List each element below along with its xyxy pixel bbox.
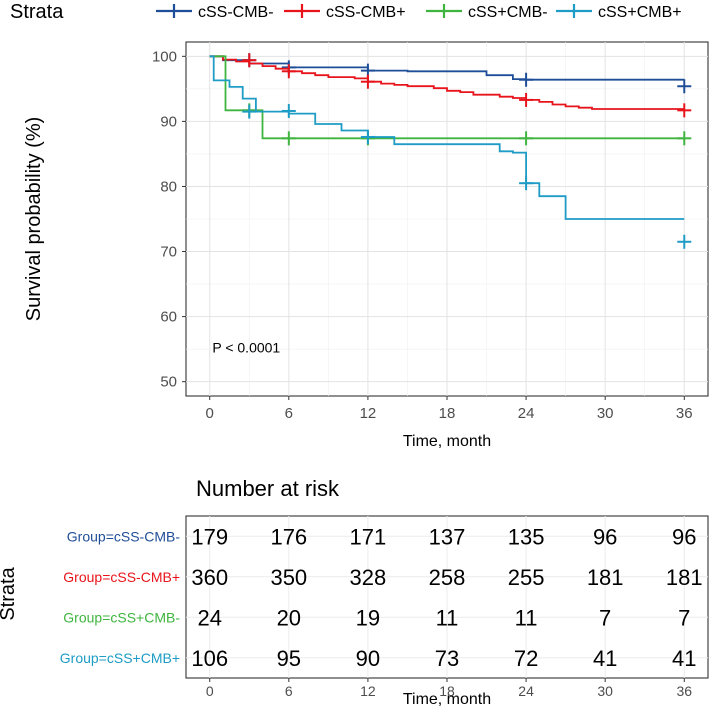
legend-title: Strata [10, 1, 64, 23]
risk-count: 11 [515, 605, 538, 630]
risk-count: 137 [429, 524, 466, 549]
series-cSS-CMB+ [209, 53, 692, 118]
y-tick-label: 100 [152, 48, 177, 65]
table-x-tick-label: 12 [360, 683, 376, 699]
table-x-tick-label: 18 [439, 683, 455, 699]
legend-item-cSS+CMB-[interactable]: cSS+CMB- [426, 4, 548, 21]
risk-count: 7 [599, 605, 611, 630]
risk-count: 95 [277, 646, 301, 671]
legend-label: cSS+CMB- [468, 4, 548, 21]
legend: Strata cSS-CMB-cSS-CMB+ cSS+CMB-cSS+CMB+ [10, 1, 682, 23]
risk-row-label: Group=cSS-CMB+ [63, 569, 180, 585]
risk-count: 258 [429, 565, 466, 590]
legend-label: cSS-CMB+ [326, 4, 406, 21]
y-tick-label: 80 [160, 178, 177, 195]
censor-mark [677, 79, 692, 94]
censor-mark [242, 53, 257, 68]
y-axis-label: Survival probability (%) [23, 117, 45, 322]
risk-row-1: Group=cSS-CMB- 179 176 171 137 135 96 96 [67, 524, 697, 549]
risk-count: 73 [435, 646, 459, 671]
legend-item-cSS-CMB-[interactable]: cSS-CMB- [156, 4, 274, 21]
series-cSS+CMB+ [209, 55, 692, 249]
risk-count: 106 [191, 646, 228, 671]
x-tick-label: 24 [518, 405, 535, 422]
censor-mark [242, 104, 257, 119]
x-tick-label: 12 [360, 405, 377, 422]
x-tick-label: 0 [206, 405, 214, 422]
risk-table-x-label: Time, month [403, 691, 491, 708]
risk-count: 176 [270, 524, 307, 549]
risk-count: 328 [350, 565, 387, 590]
risk-count: 41 [593, 646, 617, 671]
y-tick-label: 70 [160, 244, 177, 261]
table-x-tick-label: 24 [518, 683, 534, 699]
risk-row-4: Group=cSS+CMB+ 106 95 90 73 72 41 41 [60, 646, 697, 671]
table-x-tick-label: 36 [676, 683, 692, 699]
x-tick-label: 30 [597, 405, 614, 422]
risk-row-3: Group=cSS+CMB- 24 20 19 11 11 7 7 [63, 605, 690, 630]
censor-mark [519, 92, 534, 107]
risk-count: 135 [508, 524, 545, 549]
risk-count: 171 [350, 524, 387, 549]
risk-count: 181 [666, 565, 703, 590]
risk-row-label: Group=cSS+CMB+ [60, 650, 180, 666]
risk-table-title: Number at risk [196, 476, 340, 501]
risk-count: 19 [356, 605, 380, 630]
censor-mark [360, 74, 375, 89]
risk-count: 179 [191, 524, 228, 549]
censor-mark [281, 131, 296, 146]
survival-curve-cSS-CMB+ [209, 55, 685, 110]
risk-table: Number at risk Group=cSS-CMB- 179 176 171 13… [0, 476, 709, 708]
risk-count: 11 [436, 605, 459, 630]
censor-mark [677, 103, 692, 118]
censor-mark [677, 234, 692, 249]
risk-table-y-label: Strata [0, 566, 19, 620]
risk-count: 96 [672, 524, 696, 549]
legend-item-cSS+CMB+[interactable]: cSS+CMB+ [556, 4, 682, 21]
legend-item-cSS-CMB+[interactable]: cSS-CMB+ [284, 4, 406, 21]
risk-count: 72 [514, 646, 538, 671]
risk-count: 96 [593, 524, 617, 549]
table-x-tick-label: 6 [285, 683, 293, 699]
y-tick-label: 90 [160, 113, 177, 130]
risk-row-2: Group=cSS-CMB+ 360 350 328 258 255 181 181 [63, 565, 702, 590]
p-value-annotation: P < 0.0001 [212, 339, 280, 355]
survival-plot: 50 60 70 80 90 100 0 6 12 18 24 30 36 P < 0.0001 Sur… [23, 41, 709, 450]
x-tick-label: 36 [676, 405, 693, 422]
censor-mark [519, 131, 534, 146]
legend-label: cSS-CMB- [198, 4, 274, 21]
x-tick-label: 6 [285, 405, 293, 422]
risk-row-label: Group=cSS+CMB- [63, 609, 180, 625]
x-axis-label: Time, month [403, 433, 491, 450]
y-tick-label: 50 [160, 374, 177, 391]
risk-count: 360 [191, 565, 228, 590]
risk-row-label: Group=cSS-CMB- [67, 528, 181, 544]
risk-count: 41 [672, 646, 696, 671]
risk-count: 7 [678, 605, 690, 630]
table-x-tick-label: 0 [206, 683, 214, 699]
risk-count: 350 [270, 565, 307, 590]
censor-mark [281, 103, 296, 118]
censor-mark [519, 176, 534, 191]
censor-mark [281, 64, 296, 79]
table-x-tick-label: 30 [597, 683, 613, 699]
risk-count: 20 [277, 605, 301, 630]
x-tick-label: 18 [439, 405, 456, 422]
risk-count: 90 [356, 646, 380, 671]
censor-mark [360, 130, 375, 145]
risk-count: 24 [197, 605, 221, 630]
censor-mark [519, 72, 534, 87]
censor-mark [677, 131, 692, 146]
risk-count: 181 [587, 565, 624, 590]
risk-count: 255 [508, 565, 545, 590]
y-tick-label: 60 [160, 309, 177, 326]
legend-label: cSS+CMB+ [598, 4, 682, 21]
